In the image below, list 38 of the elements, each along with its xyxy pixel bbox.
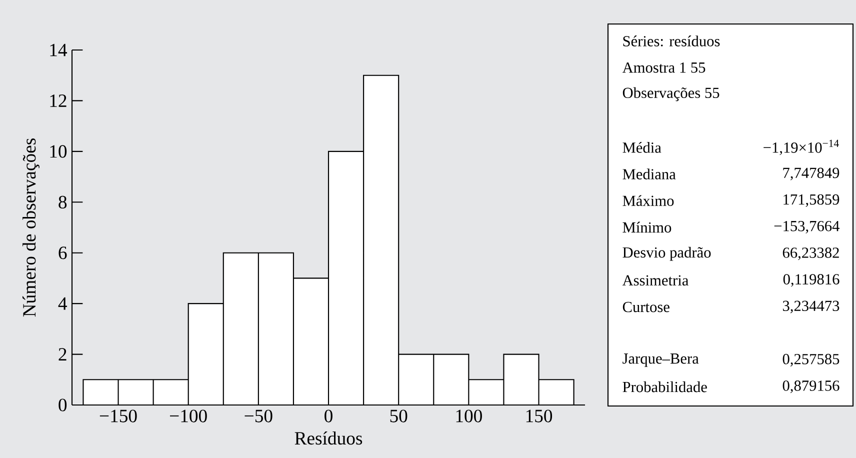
text: 0,257585: [782, 354, 840, 366]
text: Média: [622, 142, 662, 153]
y-tick-label: 2: [58, 348, 66, 360]
x-tick-label: −100: [170, 410, 207, 422]
text: Máximo: [622, 195, 674, 206]
y-tick-label: 0: [58, 398, 67, 412]
y-tick-label: 14: [50, 44, 68, 56]
text: Assimetria: [622, 275, 688, 286]
text: Mediana: [622, 168, 676, 180]
text: −153,7664: [774, 220, 840, 234]
text: 0,119816: [783, 274, 840, 287]
text: Jarque–Bera: [622, 354, 699, 367]
y-tick-label: 12: [50, 94, 66, 107]
y-tick-label: 10: [50, 145, 67, 158]
text: 7,747849: [783, 168, 840, 180]
text: −1,19×10$^{−14}$: [764, 140, 839, 156]
x-tick-label: 150: [526, 410, 552, 422]
text: 3,234473: [782, 300, 840, 314]
x-tick-label: 0: [324, 410, 332, 422]
x-tick-label: 50: [390, 410, 408, 422]
y-tick-label: 6: [58, 246, 67, 260]
text: Observações 55: [622, 87, 720, 102]
y-tick-label: 8: [58, 196, 67, 208]
text: Curtose: [622, 302, 670, 312]
x-axis-title: Resíduos: [294, 431, 362, 445]
text: 66,23382: [782, 248, 839, 260]
y-axis-title: Número de observações: [22, 138, 40, 317]
x-tick-label: −50: [244, 410, 272, 422]
text: Séries: resíduos: [623, 36, 720, 46]
text: Probabilidade: [622, 381, 707, 392]
y-tick-label: 4: [58, 297, 68, 310]
x-tick-label: −150: [100, 410, 137, 422]
text: Desvio padrão: [622, 246, 711, 261]
text: 171,5859: [784, 194, 840, 207]
text: 0,879156: [782, 380, 840, 394]
x-tick-label: 100: [456, 410, 482, 422]
text: Amostra 1 55: [622, 62, 706, 73]
text: Mínimo: [622, 222, 672, 233]
